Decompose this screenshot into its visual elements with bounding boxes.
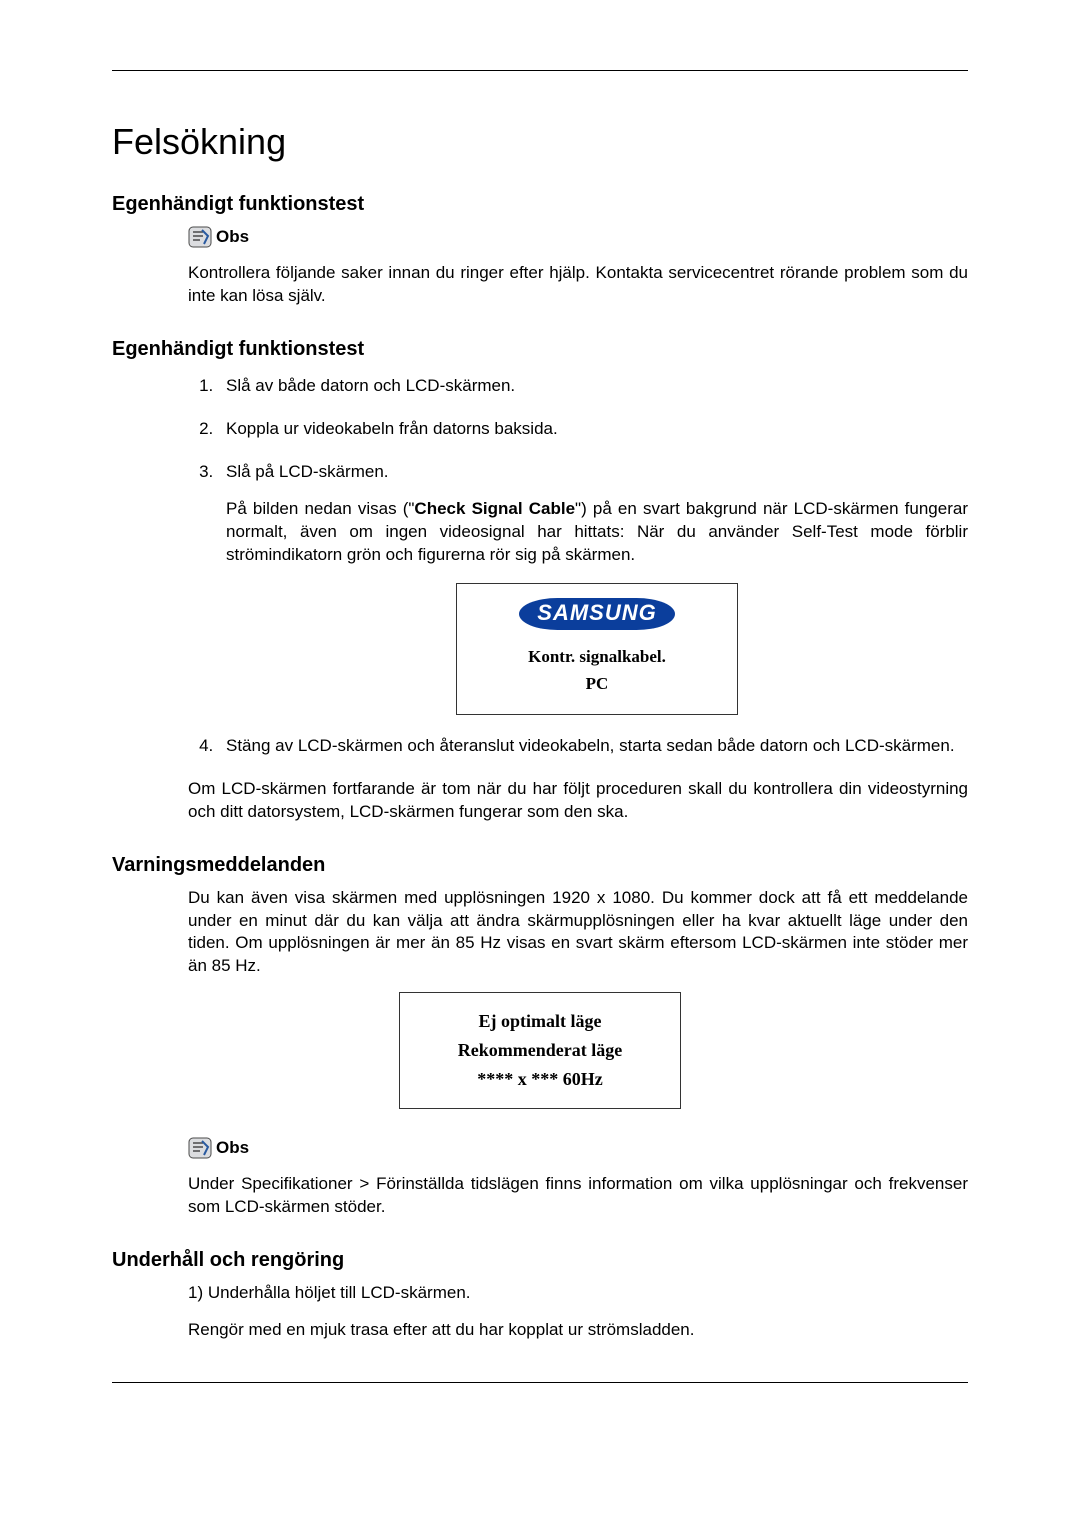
note-icon xyxy=(188,1137,212,1159)
section3-text: Du kan även visa skärmen med upplösninge… xyxy=(188,887,968,979)
section4-line2: Rengör med en mjuk trasa efter att du ha… xyxy=(188,1319,968,1342)
mode-fig-line1: Ej optimalt läge xyxy=(410,1011,670,1032)
section-heading-maintenance: Underhåll och rengöring xyxy=(112,1249,968,1272)
signal-fig-line1: Kontr. signalkabel. xyxy=(467,646,727,669)
mode-fig-line3: **** x *** 60Hz xyxy=(410,1069,670,1090)
section-heading-self-test-1: Egenhändigt funktionstest xyxy=(112,193,968,216)
steps-list: Slå av både datorn och LCD-skärmen. Kopp… xyxy=(188,375,968,758)
mode-fig-line2: Rekommenderat läge xyxy=(410,1040,670,1061)
step-3-detail-pre: På bilden nedan visas (" xyxy=(226,499,414,518)
section-heading-warnings: Varningsmeddelanden xyxy=(112,854,968,877)
note-icon xyxy=(188,226,212,248)
top-rule xyxy=(112,70,968,71)
section3-body: Du kan även visa skärmen med upplösninge… xyxy=(188,887,968,979)
page-title: Felsökning xyxy=(112,121,968,163)
signal-figure: SAMSUNG Kontr. signalkabel. PC xyxy=(456,583,738,715)
section3-obs-body: Under Specifikationer > Förinställda tid… xyxy=(188,1173,968,1219)
step-3: Slå på LCD-skärmen. På bilden nedan visa… xyxy=(218,461,968,715)
bottom-rule xyxy=(112,1382,968,1383)
signal-fig-line2: PC xyxy=(467,673,727,696)
step-2: Koppla ur videokabeln från datorns baksi… xyxy=(218,418,968,441)
note-row-1: Obs xyxy=(188,226,968,248)
samsung-logo: SAMSUNG xyxy=(519,598,674,630)
step-1: Slå av både datorn och LCD-skärmen. xyxy=(218,375,968,398)
section3-obs-text: Under Specifikationer > Förinställda tid… xyxy=(188,1173,968,1219)
step-3-detail-bold: Check Signal Cable xyxy=(414,499,575,518)
step-4: Stäng av LCD-skärmen och återanslut vide… xyxy=(218,735,968,758)
mode-figure: Ej optimalt läge Rekommenderat läge ****… xyxy=(399,992,681,1109)
section-heading-self-test-2: Egenhändigt funktionstest xyxy=(112,338,968,361)
step-3-detail: På bilden nedan visas ("Check Signal Cab… xyxy=(226,498,968,567)
section1-body: Kontrollera följande saker innan du ring… xyxy=(188,262,968,308)
section2-closing: Om LCD-skärmen fortfarande är tom när du… xyxy=(188,778,968,824)
section2-closing-text: Om LCD-skärmen fortfarande är tom när du… xyxy=(188,778,968,824)
section4-line1: 1) Underhålla höljet till LCD-skärmen. xyxy=(188,1282,968,1305)
step-3-text: Slå på LCD-skärmen. xyxy=(226,462,389,481)
note-row-2: Obs xyxy=(188,1137,968,1159)
note-label-1: Obs xyxy=(216,227,249,247)
section1-text: Kontrollera följande saker innan du ring… xyxy=(188,262,968,308)
note-label-2: Obs xyxy=(216,1138,249,1158)
section4-body: 1) Underhålla höljet till LCD-skärmen. R… xyxy=(188,1282,968,1342)
